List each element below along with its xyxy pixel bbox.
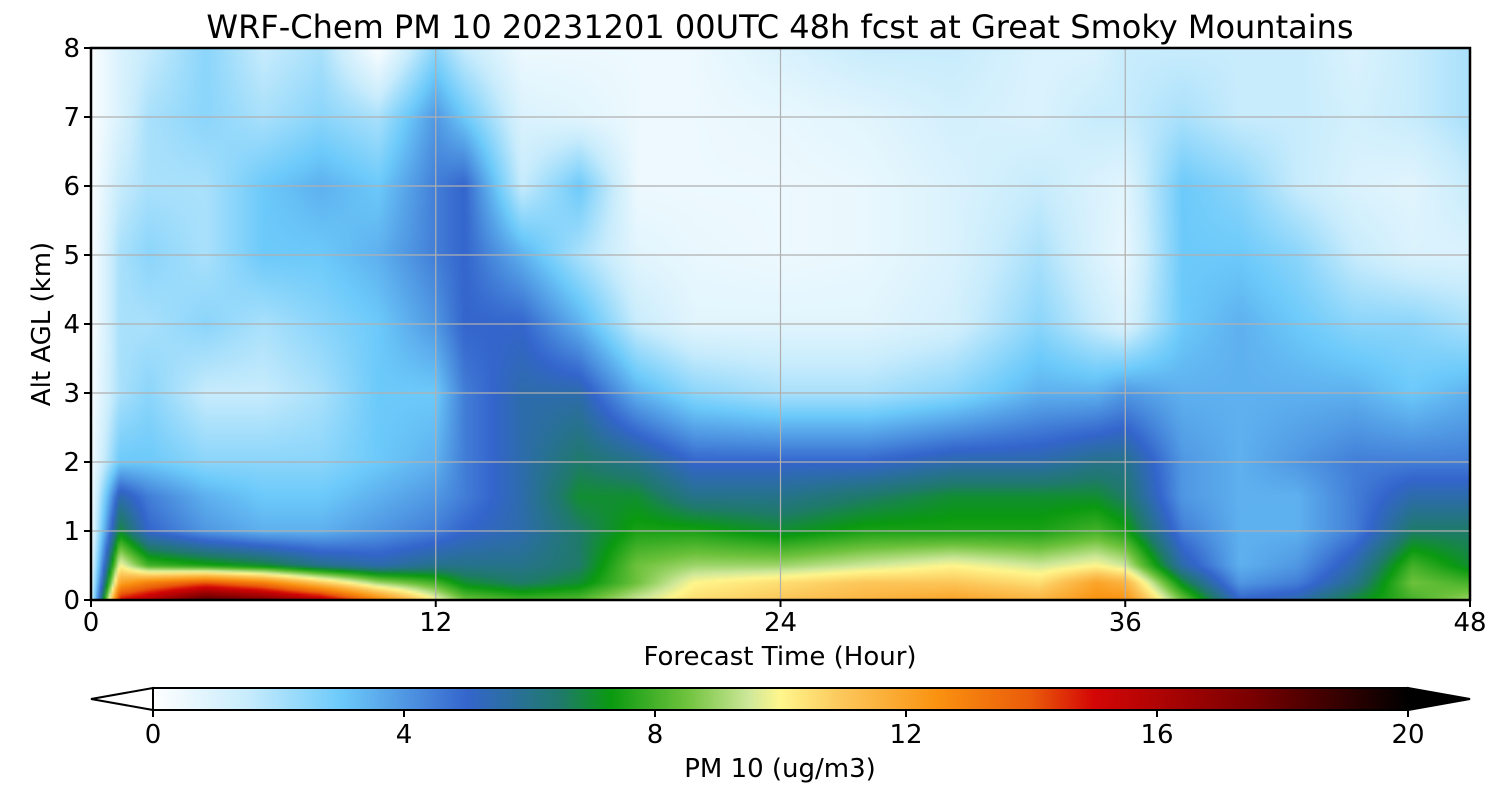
x-tick-label: 24 <box>764 608 797 638</box>
y-tick-label: 8 <box>63 34 80 64</box>
y-axis-ticks: 0 1 2 3 4 5 6 7 8 <box>63 34 91 616</box>
colorbar-label: PM 10 (ug/m3) <box>684 754 876 784</box>
y-tick-label: 2 <box>63 448 80 478</box>
y-tick-label: 5 <box>63 241 80 271</box>
colorbar-ticks: 0 4 8 12 16 20 <box>145 710 1425 750</box>
colorbar: 0 4 8 12 16 20 PM 10 (ug/m3) <box>90 686 1471 784</box>
y-tick-label: 1 <box>63 517 80 547</box>
x-axis-label: Forecast Time (Hour) <box>643 642 916 672</box>
chart-title: WRF-Chem PM 10 20231201 00UTC 48h fcst a… <box>206 8 1353 46</box>
colorbar-frame <box>152 687 1409 711</box>
colorbar-tick-label: 16 <box>1140 720 1173 750</box>
colorbar-extend-high-arrow <box>1407 686 1471 712</box>
colorbar-extend-low-arrow <box>90 686 154 712</box>
colorbar-tick-label: 20 <box>1391 720 1424 750</box>
colorbar-tick-label: 0 <box>145 720 162 750</box>
colorbar-tick-label: 8 <box>647 720 664 750</box>
y-tick-label: 3 <box>63 379 80 409</box>
x-tick-label: 12 <box>419 608 452 638</box>
x-axis-ticks: 0 12 24 36 48 <box>83 600 1487 638</box>
colorbar-tick-label: 4 <box>396 720 413 750</box>
y-tick-label: 4 <box>63 310 80 340</box>
colorbar-tick-label: 12 <box>889 720 922 750</box>
colorbar-gradient <box>153 688 1408 710</box>
x-tick-label: 36 <box>1109 608 1142 638</box>
y-tick-label: 6 <box>63 172 80 202</box>
y-tick-label: 0 <box>63 586 80 616</box>
x-tick-label: 48 <box>1453 608 1486 638</box>
x-tick-label: 0 <box>83 608 100 638</box>
y-axis-label: Alt AGL (km) <box>27 242 57 406</box>
y-tick-label: 7 <box>63 103 80 133</box>
